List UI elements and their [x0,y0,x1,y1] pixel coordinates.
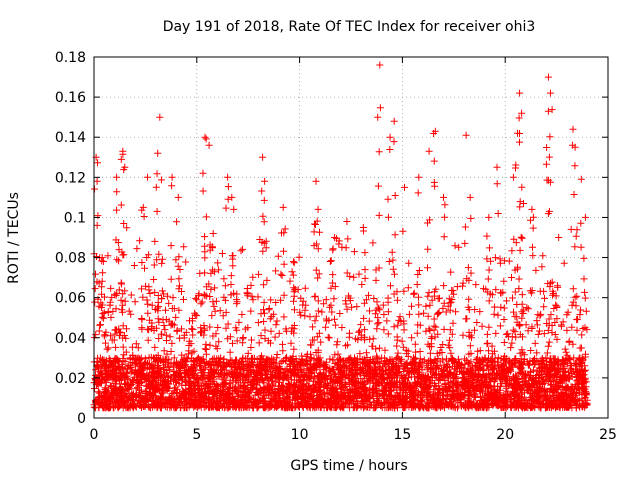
chart-title: Day 191 of 2018, Rate Of TEC Index for r… [163,19,536,35]
y-tick-label: 0.06 [55,291,86,307]
y-tick-label: 0.08 [55,251,86,267]
y-tick-label: 0.14 [55,130,86,146]
x-tick-label: 0 [90,427,99,443]
y-tick-label: 0.1 [64,210,86,226]
y-tick-label: 0.12 [55,170,86,186]
y-axis-label: ROTI / TECUs [6,192,22,284]
y-tick-label: 0.18 [55,50,86,66]
x-tick-label: 15 [393,427,411,443]
data-points [90,61,591,412]
y-axis-ticks: 0 0.02 0.04 0.06 0.08 0.1 0.12 0.14 0.16 0.18 [55,50,608,427]
y-tick-label: 0.04 [55,331,86,347]
x-tick-label: 5 [192,427,201,443]
x-axis-label: GPS time / hours [290,458,407,474]
x-tick-label: 25 [599,427,617,443]
x-tick-label: 10 [291,427,309,443]
plot-frame [93,56,609,419]
x-tick-label: 20 [496,427,514,443]
x-axis-ticks: 0 5 10 15 20 25 [90,57,617,443]
roti-points [90,61,591,412]
y-tick-label: 0.16 [55,90,86,106]
y-tick-label: 0.02 [55,371,86,387]
y-tick-label: 0 [77,411,86,427]
